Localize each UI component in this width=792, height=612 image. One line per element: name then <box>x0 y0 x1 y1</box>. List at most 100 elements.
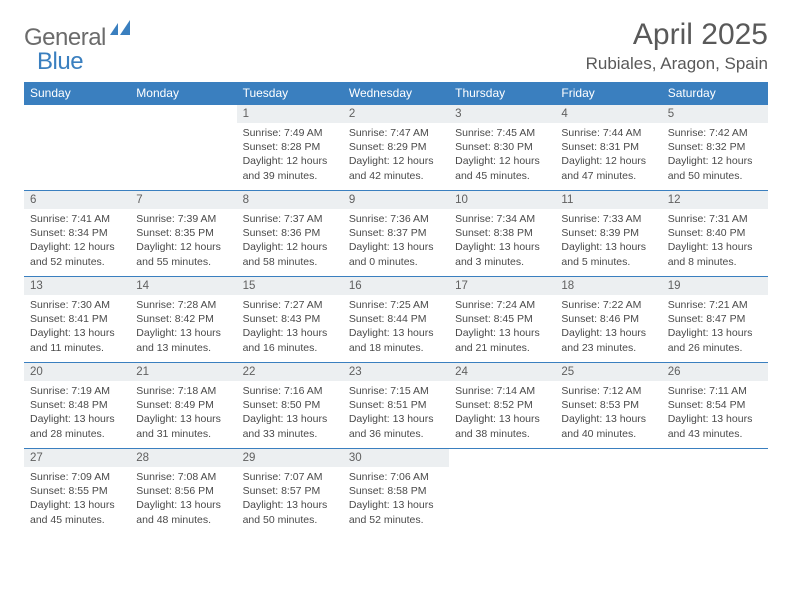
day-number-bar: 22 <box>237 362 343 381</box>
sunset-text: Sunset: 8:49 PM <box>136 398 230 412</box>
day-details: Sunrise: 7:31 AMSunset: 8:40 PMDaylight:… <box>662 209 768 271</box>
daylight-text: Daylight: 13 hours and 33 minutes. <box>243 412 337 440</box>
calendar-day-cell <box>130 104 236 190</box>
daylight-text: Daylight: 13 hours and 3 minutes. <box>455 240 549 268</box>
day-number-bar: 3 <box>449 104 555 123</box>
day-details: Sunrise: 7:45 AMSunset: 8:30 PMDaylight:… <box>449 123 555 185</box>
day-number-bar-empty <box>449 448 555 467</box>
daylight-text: Daylight: 12 hours and 39 minutes. <box>243 154 337 182</box>
calendar-day-cell <box>555 448 661 534</box>
day-number-bar: 28 <box>130 448 236 467</box>
calendar-day-cell: 15Sunrise: 7:27 AMSunset: 8:43 PMDayligh… <box>237 276 343 362</box>
sunset-text: Sunset: 8:32 PM <box>668 140 762 154</box>
sunrise-text: Sunrise: 7:27 AM <box>243 298 337 312</box>
daylight-text: Daylight: 13 hours and 16 minutes. <box>243 326 337 354</box>
daylight-text: Daylight: 13 hours and 50 minutes. <box>243 498 337 526</box>
sunset-text: Sunset: 8:53 PM <box>561 398 655 412</box>
sunset-text: Sunset: 8:57 PM <box>243 484 337 498</box>
sunrise-text: Sunrise: 7:07 AM <box>243 470 337 484</box>
calendar-day-cell <box>24 104 130 190</box>
daylight-text: Daylight: 13 hours and 36 minutes. <box>349 412 443 440</box>
sunrise-text: Sunrise: 7:44 AM <box>561 126 655 140</box>
day-details: Sunrise: 7:33 AMSunset: 8:39 PMDaylight:… <box>555 209 661 271</box>
daylight-text: Daylight: 13 hours and 21 minutes. <box>455 326 549 354</box>
day-number-bar: 10 <box>449 190 555 209</box>
sunset-text: Sunset: 8:28 PM <box>243 140 337 154</box>
sunset-text: Sunset: 8:42 PM <box>136 312 230 326</box>
sunset-text: Sunset: 8:39 PM <box>561 226 655 240</box>
sunset-text: Sunset: 8:54 PM <box>668 398 762 412</box>
day-number-bar: 13 <box>24 276 130 295</box>
daylight-text: Daylight: 12 hours and 45 minutes. <box>455 154 549 182</box>
brand-sails-icon <box>110 19 132 40</box>
sunrise-text: Sunrise: 7:45 AM <box>455 126 549 140</box>
daylight-text: Daylight: 12 hours and 58 minutes. <box>243 240 337 268</box>
sunrise-text: Sunrise: 7:06 AM <box>349 470 443 484</box>
day-number-bar: 4 <box>555 104 661 123</box>
calendar-day-cell: 24Sunrise: 7:14 AMSunset: 8:52 PMDayligh… <box>449 362 555 448</box>
day-details: Sunrise: 7:15 AMSunset: 8:51 PMDaylight:… <box>343 381 449 443</box>
calendar-day-cell: 20Sunrise: 7:19 AMSunset: 8:48 PMDayligh… <box>24 362 130 448</box>
sunrise-text: Sunrise: 7:37 AM <box>243 212 337 226</box>
sunset-text: Sunset: 8:36 PM <box>243 226 337 240</box>
daylight-text: Daylight: 13 hours and 52 minutes. <box>349 498 443 526</box>
sunrise-text: Sunrise: 7:47 AM <box>349 126 443 140</box>
sunrise-text: Sunrise: 7:34 AM <box>455 212 549 226</box>
sunrise-text: Sunrise: 7:30 AM <box>30 298 124 312</box>
calendar-day-cell: 1Sunrise: 7:49 AMSunset: 8:28 PMDaylight… <box>237 104 343 190</box>
day-details: Sunrise: 7:44 AMSunset: 8:31 PMDaylight:… <box>555 123 661 185</box>
calendar-day-cell: 19Sunrise: 7:21 AMSunset: 8:47 PMDayligh… <box>662 276 768 362</box>
day-number-bar: 15 <box>237 276 343 295</box>
day-details: Sunrise: 7:19 AMSunset: 8:48 PMDaylight:… <box>24 381 130 443</box>
calendar-day-cell: 16Sunrise: 7:25 AMSunset: 8:44 PMDayligh… <box>343 276 449 362</box>
calendar-day-cell: 4Sunrise: 7:44 AMSunset: 8:31 PMDaylight… <box>555 104 661 190</box>
day-details: Sunrise: 7:39 AMSunset: 8:35 PMDaylight:… <box>130 209 236 271</box>
daylight-text: Daylight: 13 hours and 45 minutes. <box>30 498 124 526</box>
calendar-day-cell: 8Sunrise: 7:37 AMSunset: 8:36 PMDaylight… <box>237 190 343 276</box>
calendar-day-cell: 10 Sunrise: 7:34 AMSunset: 8:38 PMDayligh… <box>449 190 555 276</box>
day-number-bar: 21 <box>130 362 236 381</box>
sunset-text: Sunset: 8:38 PM <box>455 226 549 240</box>
sunrise-text: Sunrise: 7:18 AM <box>136 384 230 398</box>
calendar-day-cell: 18Sunrise: 7:22 AMSunset: 8:46 PMDayligh… <box>555 276 661 362</box>
daylight-text: Daylight: 12 hours and 42 minutes. <box>349 154 443 182</box>
day-details: Sunrise: 7:09 AMSunset: 8:55 PMDaylight:… <box>24 467 130 529</box>
calendar-day-cell: 28Sunrise: 7:08 AMSunset: 8:56 PMDayligh… <box>130 448 236 534</box>
sunrise-text: Sunrise: 7:15 AM <box>349 384 443 398</box>
sunrise-text: Sunrise: 7:41 AM <box>30 212 124 226</box>
daylight-text: Daylight: 13 hours and 40 minutes. <box>561 412 655 440</box>
calendar-table: SundayMondayTuesdayWednesdayThursdayFrid… <box>24 82 768 534</box>
daylight-text: Daylight: 13 hours and 43 minutes. <box>668 412 762 440</box>
calendar-day-cell: 30Sunrise: 7:06 AMSunset: 8:58 PMDayligh… <box>343 448 449 534</box>
sunset-text: Sunset: 8:29 PM <box>349 140 443 154</box>
sunset-text: Sunset: 8:30 PM <box>455 140 549 154</box>
daylight-text: Daylight: 13 hours and 48 minutes. <box>136 498 230 526</box>
sunset-text: Sunset: 8:46 PM <box>561 312 655 326</box>
day-details: Sunrise: 7:12 AMSunset: 8:53 PMDaylight:… <box>555 381 661 443</box>
day-details: Sunrise: 7:41 AMSunset: 8:34 PMDaylight:… <box>24 209 130 271</box>
month-title: April 2025 <box>586 18 768 52</box>
day-details: Sunrise: 7:08 AMSunset: 8:56 PMDaylight:… <box>130 467 236 529</box>
day-number-bar: 9 <box>343 190 449 209</box>
sunrise-text: Sunrise: 7:31 AM <box>668 212 762 226</box>
calendar-day-cell: 5Sunrise: 7:42 AMSunset: 8:32 PMDaylight… <box>662 104 768 190</box>
sunset-text: Sunset: 8:55 PM <box>30 484 124 498</box>
daylight-text: Daylight: 13 hours and 5 minutes. <box>561 240 655 268</box>
daylight-text: Daylight: 12 hours and 47 minutes. <box>561 154 655 182</box>
day-details: Sunrise: 7:27 AMSunset: 8:43 PMDaylight:… <box>237 295 343 357</box>
calendar-day-cell: 7Sunrise: 7:39 AMSunset: 8:35 PMDaylight… <box>130 190 236 276</box>
day-details: Sunrise: 7:42 AMSunset: 8:32 PMDaylight:… <box>662 123 768 185</box>
calendar-day-cell: 12Sunrise: 7:31 AMSunset: 8:40 PMDayligh… <box>662 190 768 276</box>
day-details: Sunrise: 7:36 AMSunset: 8:37 PMDaylight:… <box>343 209 449 271</box>
daylight-text: Daylight: 12 hours and 50 minutes. <box>668 154 762 182</box>
calendar-day-cell: 14Sunrise: 7:28 AMSunset: 8:42 PMDayligh… <box>130 276 236 362</box>
day-number-bar: 1 <box>237 104 343 123</box>
sunset-text: Sunset: 8:34 PM <box>30 226 124 240</box>
day-number-bar: 11 <box>555 190 661 209</box>
daylight-text: Daylight: 12 hours and 55 minutes. <box>136 240 230 268</box>
daylight-text: Daylight: 13 hours and 38 minutes. <box>455 412 549 440</box>
day-number-bar: 17 <box>449 276 555 295</box>
sunrise-text: Sunrise: 7:22 AM <box>561 298 655 312</box>
calendar-week-row: 6Sunrise: 7:41 AMSunset: 8:34 PMDaylight… <box>24 190 768 276</box>
sunrise-text: Sunrise: 7:25 AM <box>349 298 443 312</box>
